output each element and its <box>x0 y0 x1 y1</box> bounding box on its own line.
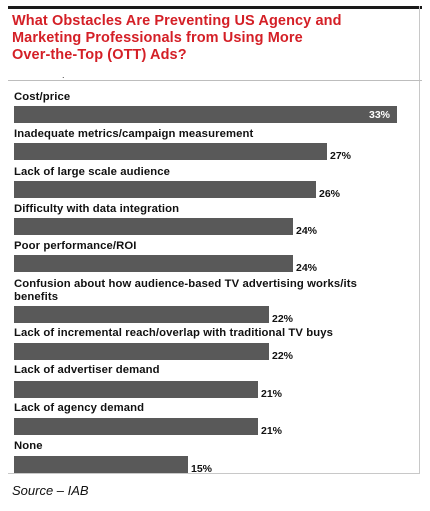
top-rule <box>8 6 422 9</box>
value-label: 33% <box>369 109 391 121</box>
category-label: Confusion about how audience-based TV ad… <box>14 278 357 290</box>
value-label: 27% <box>330 150 352 162</box>
category-label: Lack of advertiser demand <box>14 364 160 376</box>
value-label: 15% <box>191 463 213 475</box>
source-note: Source – IAB <box>12 483 89 498</box>
value-label: 21% <box>261 388 283 400</box>
category-label: Cost/price <box>14 91 71 103</box>
bar <box>14 181 316 198</box>
bar <box>14 381 258 398</box>
bar <box>14 218 293 235</box>
category-label: Lack of incremental reach/overlap with t… <box>14 327 334 339</box>
value-label: 22% <box>272 350 294 362</box>
category-label: benefits <box>14 291 59 303</box>
category-label: Poor performance/ROI <box>14 240 137 252</box>
category-label: Lack of large scale audience <box>14 166 171 178</box>
value-label: 26% <box>319 188 341 200</box>
bar <box>14 456 188 473</box>
category-label: None <box>14 440 43 452</box>
bar <box>14 255 293 272</box>
chart-title-line: Over-the-Top (OTT) Ads? <box>12 47 187 63</box>
value-label: 21% <box>261 425 283 437</box>
bar <box>14 306 269 323</box>
value-label: 22% <box>272 313 294 325</box>
chart-title-line: Marketing Professionals from Using More <box>12 30 303 46</box>
header-tick-mark: . <box>62 70 65 80</box>
header-divider <box>8 80 422 81</box>
bar <box>14 418 258 435</box>
category-label: Lack of agency demand <box>14 402 145 414</box>
category-label: Inadequate metrics/campaign measurement <box>14 128 254 140</box>
value-label: 24% <box>296 225 318 237</box>
category-label: Difficulty with data integration <box>14 203 180 215</box>
bar <box>14 343 269 360</box>
bar <box>14 143 327 160</box>
bar <box>14 106 397 123</box>
chart-border <box>8 6 420 474</box>
value-label: 24% <box>296 262 318 274</box>
chart-title-line: What Obstacles Are Preventing US Agency … <box>12 13 342 29</box>
